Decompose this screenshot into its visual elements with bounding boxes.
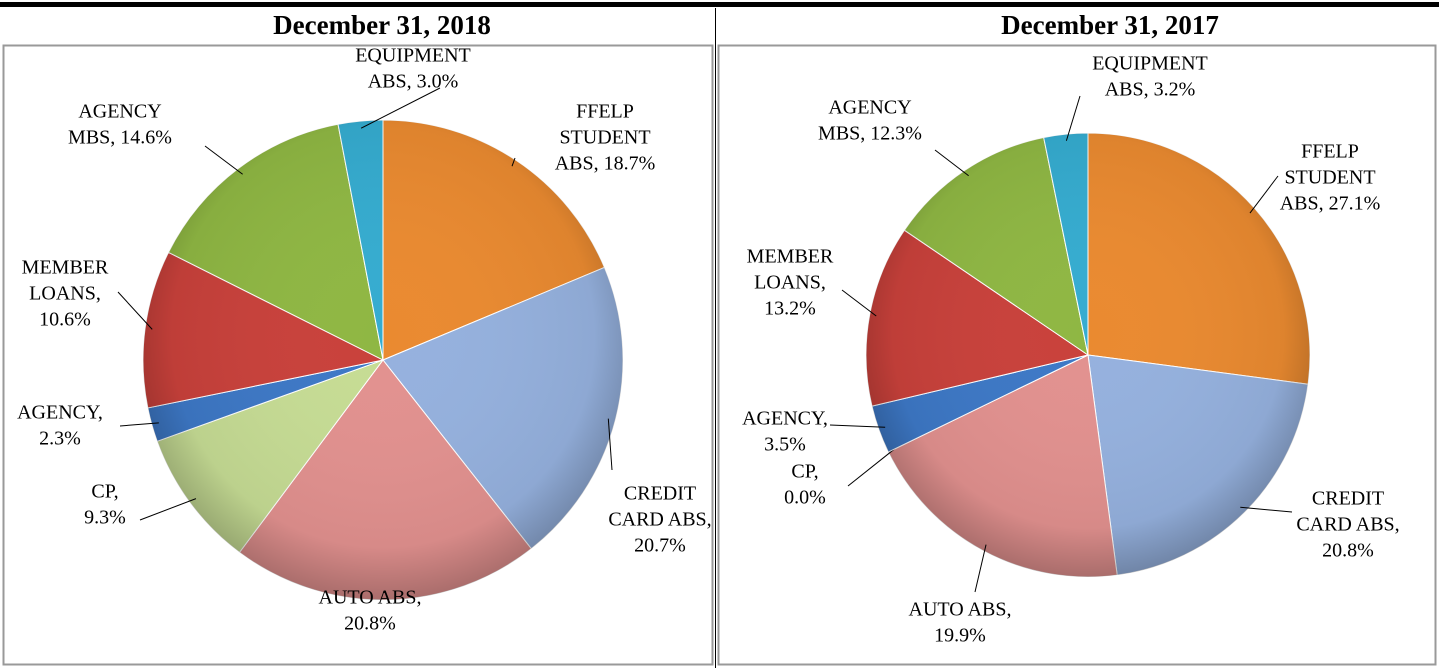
data-label: ABS, 18.7%: [555, 153, 656, 175]
data-label: 10.6%: [39, 309, 91, 331]
data-label: EQUIPMENT: [355, 45, 471, 67]
panel-frame: [717, 44, 1437, 666]
data-label: CREDIT: [1312, 488, 1384, 510]
data-label: 3.5%: [764, 434, 806, 456]
leader-line: [847, 448, 895, 487]
data-label: MBS, 12.3%: [818, 123, 922, 145]
data-label: AGENCY,: [742, 408, 828, 430]
data-label: STUDENT: [559, 127, 650, 149]
data-label: CARD ABS,: [608, 509, 711, 531]
data-label: MBS, 14.6%: [68, 127, 172, 149]
data-label: AGENCY: [78, 101, 161, 123]
leader-line: [1240, 506, 1293, 513]
data-label: EQUIPMENT: [1092, 53, 1208, 75]
pie-slice: [1087, 354, 1309, 576]
data-label: 13.2%: [764, 298, 816, 320]
chart-title: December 31, 2017: [1001, 10, 1219, 40]
leader-line: [139, 498, 197, 521]
data-label: 2.3%: [39, 428, 81, 450]
data-label: AUTO ABS,: [909, 599, 1012, 621]
leader-line: [934, 149, 969, 177]
chart-title: December 31, 2018: [273, 10, 491, 40]
data-label: STUDENT: [1284, 167, 1375, 189]
top-rule: [0, 2, 1439, 7]
data-label: AGENCY: [828, 97, 911, 119]
data-label: ABS, 3.0%: [368, 71, 459, 93]
leader-line: [1249, 175, 1279, 214]
data-label: FFELP: [1301, 141, 1359, 163]
data-label: CP,: [91, 481, 118, 503]
pie-slice: [1087, 132, 1311, 385]
data-label: MEMBER: [22, 257, 109, 279]
leader-line: [117, 291, 153, 330]
data-label: 20.8%: [1322, 540, 1374, 562]
data-label: AGENCY,: [17, 402, 103, 424]
data-label: 9.3%: [84, 507, 126, 529]
data-label: LOANS,: [29, 283, 101, 305]
data-label: CP,: [791, 461, 818, 483]
data-label: 20.7%: [634, 535, 686, 557]
data-label: LOANS,: [754, 272, 826, 294]
data-label: MEMBER: [747, 246, 834, 268]
panel-frame: [2, 44, 714, 666]
data-label: 0.0%: [784, 487, 826, 509]
data-label: CREDIT: [624, 483, 696, 505]
data-label: 20.8%: [344, 613, 396, 635]
data-label: FFELP: [576, 101, 634, 123]
data-label: ABS, 3.2%: [1105, 79, 1196, 101]
data-label: CARD ABS,: [1296, 514, 1399, 536]
leader-line: [974, 544, 987, 593]
leader-line: [829, 424, 886, 428]
data-label: 19.9%: [934, 625, 986, 647]
data-label: ABS, 27.1%: [1280, 193, 1381, 215]
leader-line: [841, 289, 877, 317]
leader-line: [204, 145, 243, 175]
data-label: AUTO ABS,: [319, 587, 422, 609]
